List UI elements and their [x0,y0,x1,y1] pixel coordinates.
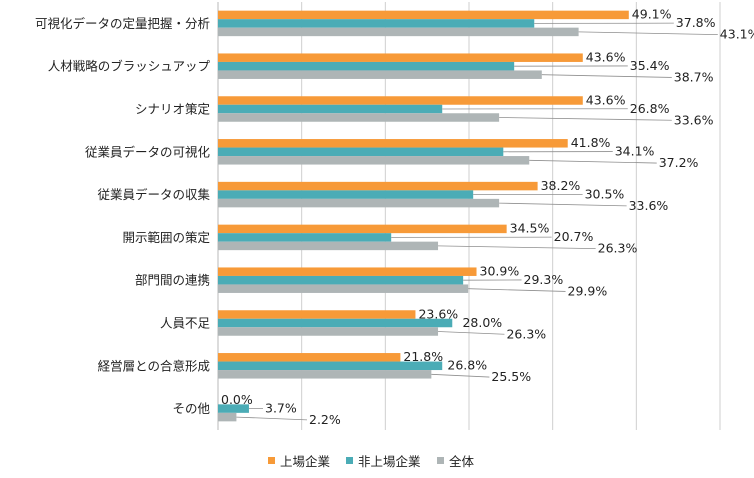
data-label: 26.8% [447,358,487,373]
leader-line [236,416,308,421]
bar-listed [218,139,568,148]
data-label: 30.9% [480,263,520,278]
leader-line [529,159,657,164]
bar-total [218,27,579,37]
category-label: その他 [172,401,210,416]
data-label: 43.1% [720,27,754,42]
data-label: 29.3% [524,272,564,287]
data-label: 35.4% [630,58,670,73]
bar-unlisted [218,404,249,413]
category-label: 可視化データの定量把握・分析 [35,16,210,31]
data-label: 33.6% [674,112,714,127]
data-label: 29.9% [568,283,608,298]
data-label: 38.7% [674,69,714,84]
bars [218,10,629,422]
bar-unlisted [218,61,515,71]
legend-swatch [437,457,444,464]
bar-unlisted [218,275,464,285]
data-label: 20.7% [554,229,594,244]
leader-line [438,245,596,250]
bar-unlisted [218,233,392,242]
bar-total [218,156,530,165]
data-label: 25.5% [491,369,531,384]
data-label: 26.8% [630,101,670,116]
leader-line [499,202,627,207]
category-label: 従業員データの可視化 [85,144,211,159]
bar-total [218,241,439,251]
legend-label: 全体 [449,454,475,469]
category-label: 開示範囲の策定 [122,230,210,245]
leader-line [431,373,490,378]
bar-total [218,370,432,379]
legend-swatch [268,457,275,464]
bar-listed [218,96,583,105]
data-label: 38.2% [541,178,581,193]
bar-total [218,198,500,208]
data-label: 26.3% [598,241,638,256]
bar-unlisted [218,19,535,28]
leader-lines [236,22,718,421]
bar-listed [218,181,538,191]
data-label: 34.5% [510,221,550,236]
bar-total [218,70,542,79]
data-label: 33.6% [629,198,669,213]
category-label: 人員不足 [160,316,211,331]
leader-line [468,288,566,292]
leader-line [499,117,672,121]
data-label: 30.5% [585,186,625,201]
bar-listed [218,53,583,62]
data-labels: 49.1% 37.8% 43.1% 43.6% 35.4% 38.7% 43.6% 26.8%… [221,7,754,427]
bar-total [218,412,237,422]
category-label: 人材戦略のブラッシュアップ [48,59,211,74]
bar-listed [218,310,416,319]
leader-line [438,331,505,335]
bar-listed [218,224,507,234]
bar-listed [218,10,629,20]
legend: 上場企業 非上場企業 全体 [268,454,475,469]
bar-unlisted [218,361,443,371]
leader-line [578,31,718,36]
data-label: 21.8% [403,349,443,364]
data-label: 41.8% [571,135,611,150]
bar-listed [218,267,477,276]
data-label: 37.8% [676,15,716,30]
category-label: シナリオ策定 [135,102,210,117]
bar-unlisted [218,147,504,157]
data-label: 2.2% [309,412,341,427]
data-label: 37.2% [659,155,699,170]
bar-unlisted [218,104,443,114]
data-label: 34.1% [615,144,655,159]
bar-total [218,113,500,122]
legend-swatch [346,457,353,464]
data-label: 49.1% [632,7,672,22]
data-label: 43.6% [586,92,626,107]
category-label: 従業員データの収集 [97,187,210,202]
data-label: 0.0% [221,392,253,407]
leader-line [541,74,672,78]
legend-label: 上場企業 [280,454,331,469]
legend-label: 非上場企業 [358,454,421,469]
bar-total [218,327,439,336]
category-label: 経営層との合意形成 [98,358,210,373]
category-labels: 可視化データの定量把握・分析人材戦略のブラッシュアップシナリオ策定従業員データの… [35,16,211,416]
data-label: 23.6% [418,306,458,321]
data-label: 43.6% [586,49,626,64]
bar-unlisted [218,318,453,328]
bar-listed [218,353,401,362]
bar-unlisted [218,190,474,199]
data-label: 28.0% [462,315,502,330]
data-label: 3.7% [265,400,297,415]
data-label: 26.3% [506,326,546,341]
bar-total [218,284,469,293]
category-label: 部門間の連携 [135,273,210,288]
